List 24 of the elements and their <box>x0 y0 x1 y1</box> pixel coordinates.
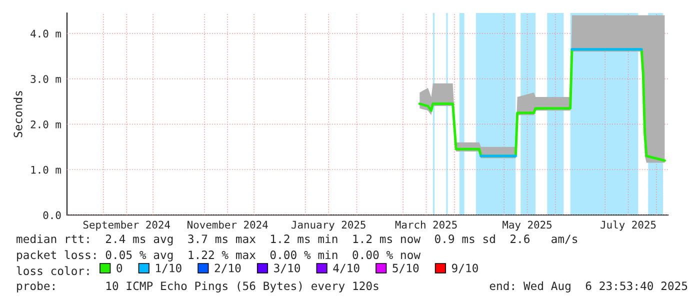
y-tick-label: 1.0 m <box>31 166 61 174</box>
y-axis-title: Seconds <box>14 91 22 138</box>
legend-label: 9/10 <box>452 264 478 274</box>
x-tick-label: March 2025 <box>395 220 457 229</box>
x-tick-label: May 2025 <box>502 220 552 231</box>
legend-label: 3/10 <box>274 264 300 274</box>
text: end: Wed Aug 6 23:53:40 2025 <box>490 281 688 292</box>
x-tick-label: January 2025 <box>292 220 366 231</box>
y-tick-label: 3.0 m <box>30 75 61 83</box>
x-tick-label: November 2024 <box>188 220 268 229</box>
x-tick-label: September 2024 <box>83 220 170 231</box>
x-tick-label: July 2025 <box>600 220 656 231</box>
legend-label: 5/10 <box>392 264 419 274</box>
text: median rtt: 2.4 ms avg 3.7 ms max 1.2 ms min 1.2 ms now 0.9 ms sd 2.6 am/s <box>16 234 578 246</box>
legend-label: 4/10 <box>333 264 360 274</box>
y-tick-label: 2.0 m <box>30 120 61 128</box>
legend-label: 0 <box>116 264 122 272</box>
legend-label: 1/10 <box>156 264 182 274</box>
y-tick-label: 4.0 m <box>30 30 61 38</box>
text: packet loss: 0.05 % avg 1.22 % max 0.00 % min 0.00 % now <box>17 250 421 262</box>
text: probe: 10 ICMP Echo Pings (56 Bytes) every 120s <box>17 281 378 292</box>
legend-title: loss color: <box>16 266 89 276</box>
y-tick-label: 0.0 <box>43 211 61 220</box>
legend-label: 2/10 <box>214 264 241 274</box>
